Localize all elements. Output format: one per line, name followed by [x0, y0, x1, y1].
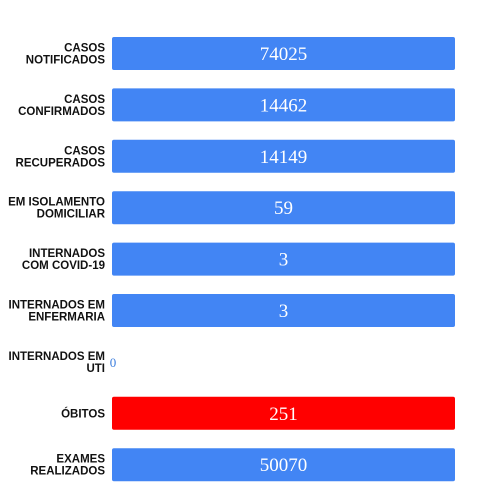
bar [112, 191, 455, 225]
bar [112, 37, 455, 70]
category-label-line: EM ISOLAMENTO [8, 197, 105, 209]
category-label-line: EXAMES [56, 454, 105, 466]
bar [112, 88, 455, 122]
category-label: INTERNADOS EM UTI [9, 351, 105, 375]
bar-row: INTERNADOS EM ENFERMARIA 3 [9, 294, 455, 327]
category-label-line: CASOS [64, 145, 105, 157]
category-label-line: DOMICILIAR [37, 209, 106, 221]
value-label: 251 [269, 404, 298, 425]
bar [112, 294, 455, 327]
category-label: CASOS CONFIRMADOS [18, 94, 105, 118]
category-label-line: CASOS [64, 43, 105, 55]
bar [112, 396, 455, 430]
category-label-line: INTERNADOS EM [9, 300, 105, 312]
category-label-line: CONFIRMADOS [18, 106, 105, 118]
category-label: INTERNADOS COM COVID-19 [22, 248, 105, 272]
category-label-line: CASOS [64, 94, 105, 106]
bar-row: INTERNADOS COM COVID-19 3 [22, 242, 455, 276]
bar-row: CASOS CONFIRMADOS 14462 [18, 88, 455, 122]
bar-row: CASOS RECUPERADOS 14149 [16, 139, 455, 173]
value-label: 14462 [260, 95, 308, 116]
value-label: 74025 [260, 44, 308, 65]
category-label-line: RECUPERADOS [16, 157, 106, 169]
value-label: 14149 [260, 147, 308, 168]
category-label: EM ISOLAMENTO DOMICILIAR [8, 197, 106, 221]
category-label-line: ENFERMARIA [28, 312, 105, 324]
category-label-line: INTERNADOS [29, 248, 105, 260]
value-label: 3 [279, 301, 289, 322]
value-label: 0 [110, 355, 117, 370]
category-label-line: REALIZADOS [30, 466, 105, 478]
bar [112, 448, 455, 482]
bar-row: EXAMES REALIZADOS 50070 [30, 448, 455, 482]
bar-row: EM ISOLAMENTO DOMICILIAR 59 [8, 191, 455, 225]
category-label-line: NOTIFICADOS [26, 55, 106, 67]
category-label-line: ÓBITOS [61, 407, 105, 420]
bar [112, 139, 455, 173]
category-label: CASOS NOTIFICADOS [26, 43, 106, 67]
bar-row: ÓBITOS 251 [61, 396, 455, 430]
category-label-line: UTI [86, 363, 105, 375]
bar [112, 242, 455, 276]
bar-row: INTERNADOS EM UTI 0 [9, 351, 117, 375]
category-label-line: COM COVID-19 [22, 260, 105, 272]
value-label: 59 [274, 198, 293, 219]
category-label: INTERNADOS EM ENFERMARIA [9, 300, 105, 324]
value-label: 3 [279, 250, 289, 271]
bar-row: CASOS NOTIFICADOS 74025 [26, 37, 455, 70]
category-label-line: INTERNADOS EM [9, 351, 105, 363]
category-label: ÓBITOS [61, 407, 105, 420]
value-label: 50070 [260, 455, 308, 476]
category-label: CASOS RECUPERADOS [16, 145, 106, 169]
category-label: EXAMES REALIZADOS [30, 454, 105, 478]
